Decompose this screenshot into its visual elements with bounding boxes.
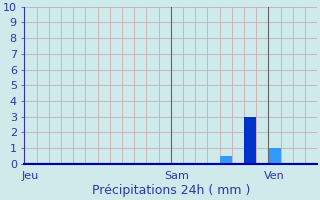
X-axis label: Précipitations 24h ( mm ): Précipitations 24h ( mm ) — [92, 184, 250, 197]
Bar — [220, 156, 232, 164]
Bar — [268, 148, 281, 164]
Bar — [244, 117, 256, 164]
